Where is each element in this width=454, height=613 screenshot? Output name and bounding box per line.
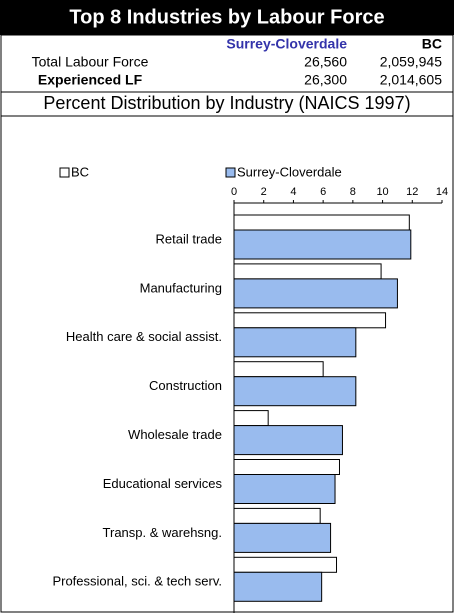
x-tick-label: 0 bbox=[231, 186, 237, 198]
x-tick-label: 4 bbox=[290, 186, 296, 198]
cell: 26,300 bbox=[304, 72, 347, 88]
bar bbox=[233, 459, 340, 475]
bar bbox=[233, 214, 410, 231]
cell: 26,560 bbox=[304, 54, 347, 70]
x-tick-label: 2 bbox=[261, 186, 267, 198]
y-tick-label: Transp. & warehsng. bbox=[103, 525, 222, 540]
y-tick-label: Manufacturing bbox=[140, 280, 222, 295]
bar bbox=[233, 556, 338, 573]
legend-swatch bbox=[59, 167, 70, 178]
legend-label: Surrey-Cloverdale bbox=[237, 164, 342, 179]
bar bbox=[233, 361, 324, 378]
chart-title: Percent Distribution by Industry (NAICS … bbox=[43, 93, 410, 113]
y-tick-label: Professional, sci. & tech serv. bbox=[52, 574, 222, 589]
y-tick-label: Health care & social assist. bbox=[66, 329, 222, 344]
x-tick-label: 12 bbox=[406, 186, 418, 198]
bar bbox=[233, 278, 398, 309]
y-tick-label: Wholesale trade bbox=[128, 427, 222, 442]
bar bbox=[233, 571, 323, 602]
y-tick-label: Retail trade bbox=[156, 231, 222, 246]
bar bbox=[233, 474, 336, 504]
bar bbox=[233, 312, 387, 329]
title-bar bbox=[0, 0, 454, 35]
cell: 2,059,945 bbox=[380, 54, 442, 70]
row-label: Experienced LF bbox=[38, 72, 143, 88]
x-tick-label: 8 bbox=[350, 186, 356, 198]
column-header: BC bbox=[422, 36, 442, 52]
title: Top 8 Industries by Labour Force bbox=[69, 6, 384, 28]
column-header: Surrey-Cloverdale bbox=[226, 36, 347, 52]
bar bbox=[233, 410, 269, 427]
legend-swatch bbox=[225, 167, 236, 178]
row-label: Total Labour Force bbox=[32, 54, 149, 70]
x-tick-label: 14 bbox=[436, 186, 448, 198]
bar bbox=[233, 229, 412, 260]
y-tick-label: Construction bbox=[149, 378, 222, 393]
legend-label: BC bbox=[71, 164, 89, 179]
bar bbox=[233, 376, 357, 407]
bar bbox=[233, 522, 332, 553]
x-tick-label: 10 bbox=[376, 186, 388, 198]
frame bbox=[0, 34, 454, 613]
bar bbox=[233, 507, 321, 524]
cell: 2,014,605 bbox=[380, 72, 442, 88]
bar bbox=[233, 263, 382, 280]
bar bbox=[233, 327, 357, 358]
y-tick-label: Educational services bbox=[103, 476, 223, 491]
x-tick-label: 6 bbox=[320, 186, 326, 198]
bar bbox=[233, 425, 343, 456]
